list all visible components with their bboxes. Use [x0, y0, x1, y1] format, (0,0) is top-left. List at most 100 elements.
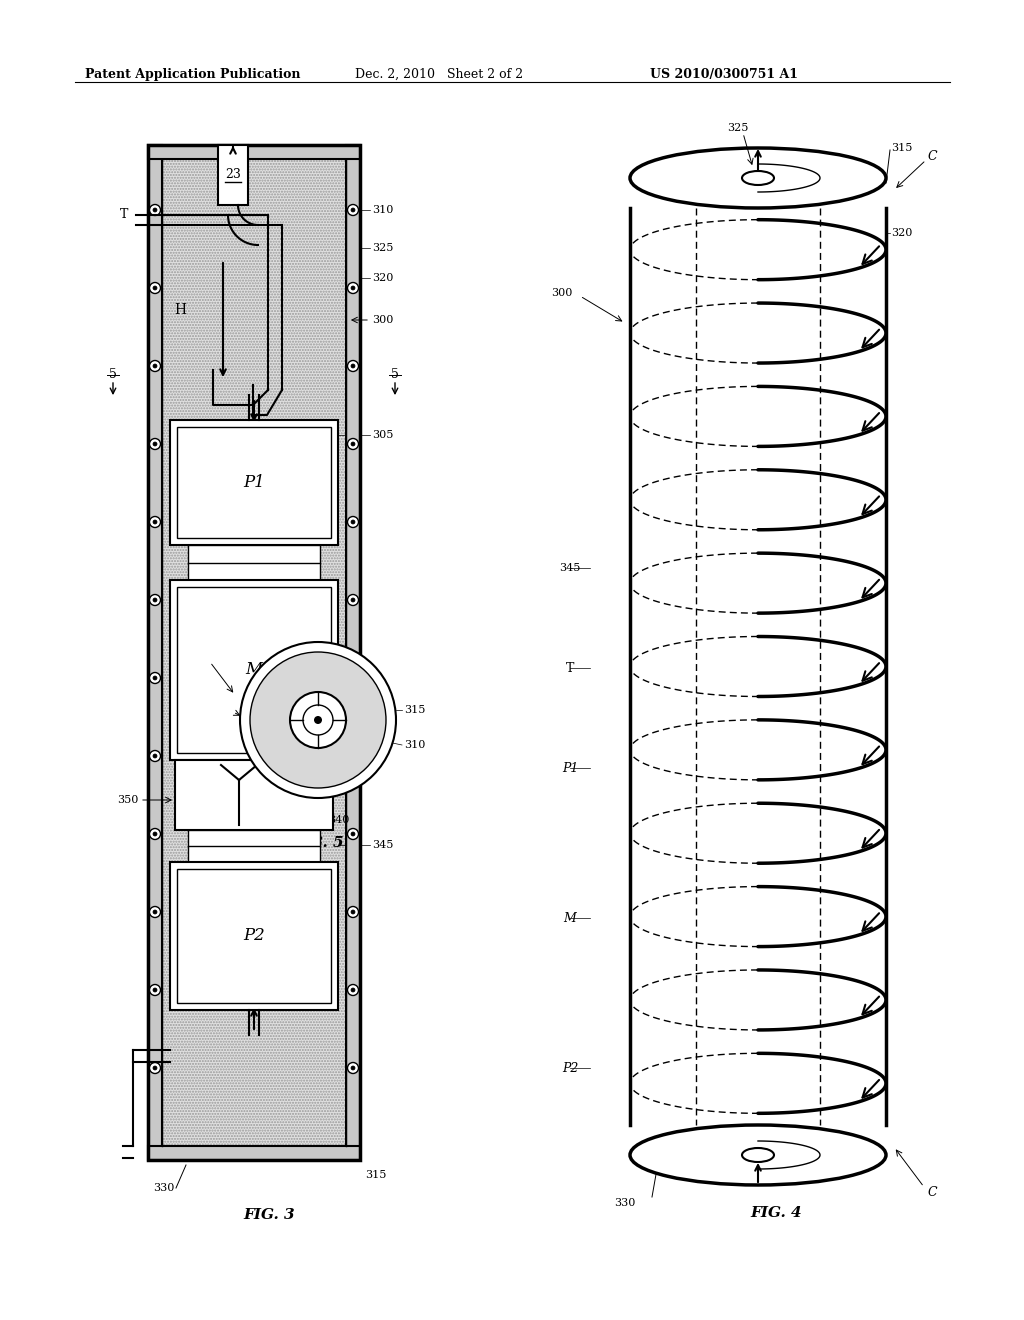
Bar: [175, 760, 333, 830]
Circle shape: [150, 438, 161, 450]
Text: 320: 320: [891, 228, 912, 238]
Circle shape: [150, 672, 161, 684]
Text: 345: 345: [559, 564, 581, 573]
Circle shape: [150, 829, 161, 840]
Ellipse shape: [630, 148, 886, 209]
Circle shape: [351, 909, 355, 913]
Circle shape: [351, 1067, 355, 1071]
Ellipse shape: [742, 172, 774, 185]
Bar: [170, 579, 338, 760]
Text: H: H: [262, 718, 273, 731]
Circle shape: [351, 754, 355, 758]
Text: FIG. 4: FIG. 4: [751, 1206, 802, 1220]
Text: FIG. 3: FIG. 3: [243, 1208, 295, 1222]
Text: 330: 330: [153, 1183, 174, 1193]
Circle shape: [153, 520, 157, 524]
Bar: [170, 420, 338, 545]
Circle shape: [150, 282, 161, 293]
Text: 5: 5: [391, 368, 399, 381]
Text: 330: 330: [614, 1199, 636, 1208]
Text: 5: 5: [110, 368, 117, 381]
Bar: [346, 145, 360, 1160]
Text: 325: 325: [727, 123, 749, 133]
Text: C: C: [928, 1187, 938, 1200]
Circle shape: [153, 209, 157, 213]
Ellipse shape: [630, 1125, 886, 1185]
Circle shape: [150, 751, 161, 762]
Circle shape: [347, 205, 358, 215]
Circle shape: [347, 907, 358, 917]
Text: 320: 320: [276, 810, 298, 821]
Circle shape: [347, 985, 358, 995]
Circle shape: [153, 832, 157, 836]
Circle shape: [153, 364, 157, 368]
Circle shape: [351, 832, 355, 836]
Text: P1: P1: [243, 474, 265, 491]
Bar: [148, 145, 360, 158]
Bar: [177, 587, 331, 752]
Circle shape: [150, 360, 161, 371]
Text: 305: 305: [372, 430, 393, 440]
Circle shape: [351, 442, 355, 446]
Bar: [188, 830, 319, 862]
Text: T: T: [120, 209, 128, 222]
Circle shape: [290, 692, 346, 748]
Circle shape: [303, 705, 333, 735]
Bar: [177, 869, 331, 1003]
Bar: [218, 145, 248, 205]
Text: 340: 340: [328, 814, 349, 825]
Circle shape: [347, 282, 358, 293]
Bar: [188, 545, 319, 579]
Circle shape: [314, 715, 322, 723]
Text: 310: 310: [372, 205, 393, 215]
Bar: [148, 1146, 360, 1160]
Circle shape: [347, 360, 358, 371]
Text: FIG. 5: FIG. 5: [292, 836, 344, 850]
Circle shape: [351, 987, 355, 993]
Circle shape: [150, 594, 161, 606]
Circle shape: [351, 286, 355, 290]
Text: P2: P2: [562, 1061, 579, 1074]
Circle shape: [351, 364, 355, 368]
Circle shape: [347, 438, 358, 450]
Text: T: T: [566, 661, 574, 675]
Text: 315: 315: [891, 143, 912, 153]
Circle shape: [153, 676, 157, 680]
Text: 300: 300: [184, 649, 206, 660]
Circle shape: [347, 829, 358, 840]
Bar: [148, 145, 360, 1160]
Bar: [170, 862, 338, 1010]
Text: P1: P1: [562, 762, 579, 775]
Text: 310: 310: [404, 741, 425, 750]
Circle shape: [153, 286, 157, 290]
Circle shape: [351, 520, 355, 524]
Circle shape: [153, 909, 157, 913]
Circle shape: [347, 594, 358, 606]
Text: 350: 350: [117, 795, 138, 805]
Circle shape: [347, 1063, 358, 1073]
Circle shape: [240, 642, 396, 799]
Text: 345: 345: [372, 840, 393, 850]
Circle shape: [153, 442, 157, 446]
Text: P2: P2: [243, 928, 265, 945]
Bar: [148, 145, 162, 1160]
Text: 315: 315: [365, 1170, 386, 1180]
Text: 23: 23: [225, 169, 241, 181]
Text: T: T: [219, 704, 227, 717]
Circle shape: [150, 907, 161, 917]
Text: 300: 300: [372, 315, 393, 325]
Text: H: H: [174, 304, 186, 317]
Bar: [162, 158, 346, 1146]
Circle shape: [153, 598, 157, 602]
Text: M: M: [563, 912, 577, 924]
Text: 300: 300: [551, 288, 572, 298]
Text: C: C: [928, 149, 938, 162]
Circle shape: [153, 754, 157, 758]
Text: 320: 320: [372, 273, 393, 282]
Circle shape: [347, 751, 358, 762]
Bar: [177, 426, 331, 539]
Circle shape: [150, 1063, 161, 1073]
Text: M: M: [246, 661, 262, 678]
Circle shape: [153, 1067, 157, 1071]
Text: 315: 315: [404, 705, 425, 715]
